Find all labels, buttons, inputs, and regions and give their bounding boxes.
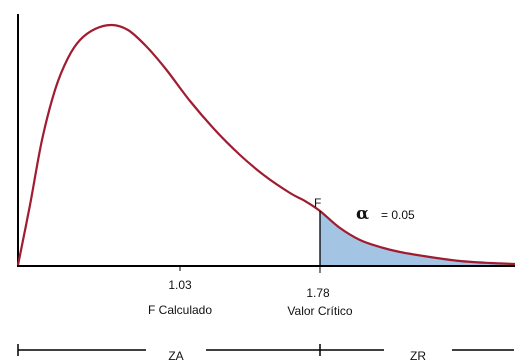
zone-label-za: ZA	[168, 349, 183, 360]
critical-value-label: Valor Crítico	[287, 304, 352, 318]
rejection-area	[320, 211, 515, 266]
curve-letter-label: F	[314, 196, 321, 210]
critical-value-number: 1.78	[306, 286, 330, 300]
zone-bar: ZA ZR	[17, 344, 514, 360]
alpha-symbol: α	[356, 204, 369, 224]
f-calculado-value: 1.03	[168, 278, 192, 292]
f-calculado-label: F Calculado	[148, 303, 212, 317]
density-curve	[16, 23, 516, 266]
zone-label-zr: ZR	[410, 349, 426, 360]
alpha-value-label: = 0.05	[381, 208, 415, 222]
